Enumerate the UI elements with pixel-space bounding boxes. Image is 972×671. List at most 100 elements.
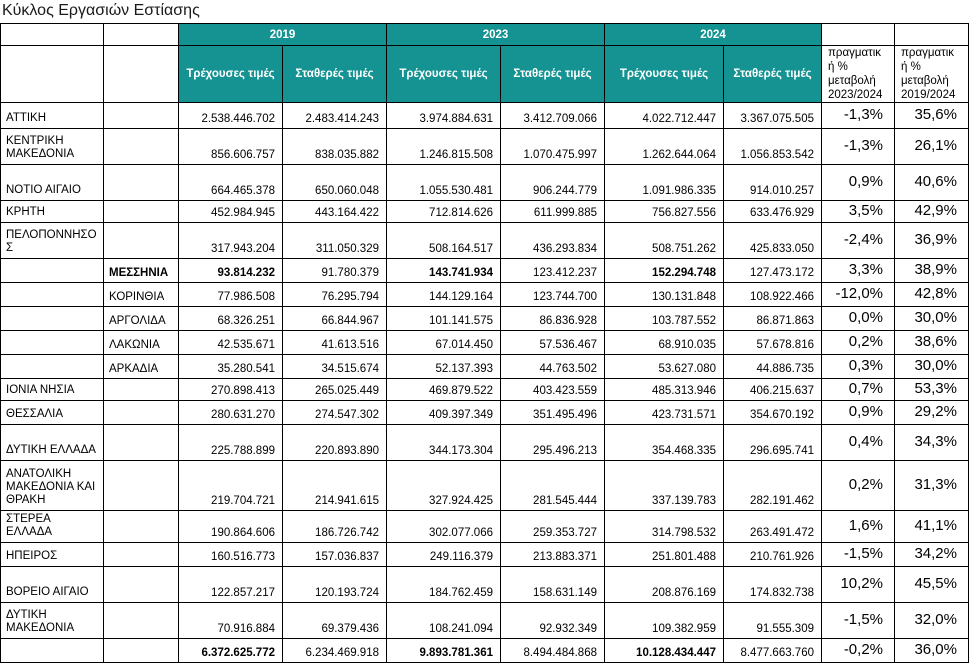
- pct-2019-2024-cell: 42,8%: [894, 282, 969, 307]
- value-2019-constant: 265.025.449: [282, 378, 387, 401]
- region-cell: [0, 282, 104, 307]
- value-2019-constant: 443.164.422: [282, 200, 387, 223]
- value-2024-current: 208.876.169: [604, 566, 724, 603]
- value-2024-current: 485.313.946: [604, 378, 724, 401]
- table-row: ΑΡΓΟΛΙΔΑ 68.326.251 66.844.967 101.141.575 8…: [0, 306, 969, 331]
- value-2024-constant: 282.191.462: [723, 460, 822, 511]
- value-2023-constant: 611.999.885: [500, 200, 605, 223]
- value-2024-current: 314.798.532: [604, 510, 724, 543]
- pct-2023-2024-cell: 3,3%: [821, 258, 895, 283]
- pct-2019-2024-cell: 34,3%: [894, 424, 969, 461]
- value-2019-constant: 650.060.048: [282, 164, 387, 201]
- value-2019-current: 856.606.757: [178, 128, 283, 165]
- value-2023-constant: 44.763.502: [500, 354, 605, 379]
- region-cell: ΔΥΤΙΚΗ ΜΑΚΕΔΟΝΙΑ: [0, 602, 104, 639]
- page-title: Κύκλος Εργασιών Εστίασης: [2, 2, 200, 19]
- value-2019-current: 77.986.508: [178, 282, 283, 307]
- value-2024-constant: 633.476.929: [723, 200, 822, 223]
- header-subrow: Τρέχουσες τιμές Σταθερές τιμές Τρέχουσες…: [0, 45, 969, 103]
- pct-2023-2024-cell: -1,5%: [821, 542, 895, 567]
- subregion-cell: [103, 200, 179, 223]
- header-blank-pct2: [894, 23, 969, 46]
- value-2019-constant: 34.515.674: [282, 354, 387, 379]
- table-row: ΚΟΡΙΝΘΙΑ 77.986.508 76.295.794 144.129.164 1…: [0, 282, 969, 307]
- header-pct-2019-2024: πραγματικ ή % μεταβολή 2019/2024: [894, 45, 969, 103]
- pct-2019-2024-cell: 30,0%: [894, 306, 969, 331]
- subregion-cell: [103, 424, 179, 461]
- pct-2023-2024-cell: 1,6%: [821, 510, 895, 543]
- pct-2023-2024-cell: -1,3%: [821, 102, 895, 129]
- value-2024-current: 354.468.335: [604, 424, 724, 461]
- header-2024-current: Τρέχουσες τιμές: [604, 45, 724, 103]
- value-2024-current: 103.787.552: [604, 306, 724, 331]
- value-2023-current: 302.077.066: [386, 510, 501, 543]
- pct-2019-2024-cell: 36,9%: [894, 222, 969, 259]
- region-cell: ΣΤΕΡΕΑ ΕΛΛΑΔΑ: [0, 510, 104, 543]
- pct-2023-2024-cell: -12,0%: [821, 282, 895, 307]
- value-2023-constant: 57.536.467: [500, 330, 605, 355]
- region-cell: ΠΕΛΟΠΟΝΝΗΣΟ Σ: [0, 222, 104, 259]
- table-row: ΗΠΕΙΡΟΣ 160.516.773 157.036.837 249.116.379…: [0, 542, 969, 567]
- totals-row: 6.372.625.772 6.234.469.918 9.893.781.361 8…: [0, 638, 969, 663]
- value-2019-current: 42.535.671: [178, 330, 283, 355]
- value-2019-constant: 838.035.882: [282, 128, 387, 165]
- turnover-table: 2019 2023 2024 Τρέχουσες τιμές Σταθερές …: [0, 23, 969, 663]
- value-2024-current: 423.731.571: [604, 400, 724, 425]
- value-2023-constant: 158.631.149: [500, 566, 605, 603]
- value-2023-current: 409.397.349: [386, 400, 501, 425]
- pct-2019-2024-cell: 32,0%: [894, 602, 969, 639]
- header-year-row: 2019 2023 2024: [0, 23, 969, 46]
- subregion-cell: [103, 128, 179, 165]
- value-2023-constant: 906.244.779: [500, 164, 605, 201]
- pct-2019-2024-cell: 38,9%: [894, 258, 969, 283]
- value-2023-constant: 436.293.834: [500, 222, 605, 259]
- value-2024-current: 130.131.848: [604, 282, 724, 307]
- pct-2023-2024-cell: 0,9%: [821, 400, 895, 425]
- value-2019-current: 452.984.945: [178, 200, 283, 223]
- value-2024-constant: 210.761.926: [723, 542, 822, 567]
- region-cell: [0, 258, 104, 283]
- value-2023-current: 9.893.781.361: [386, 638, 501, 663]
- value-2019-constant: 66.844.967: [282, 306, 387, 331]
- pct-2019-2024-cell: 34,2%: [894, 542, 969, 567]
- value-2024-current: 10.128.434.447: [604, 638, 724, 663]
- value-2019-current: 93.814.232: [178, 258, 283, 283]
- region-cell: ΚΡΗΤΗ: [0, 200, 104, 223]
- value-2024-constant: 91.555.309: [723, 602, 822, 639]
- pct-2019-2024-cell: 53,3%: [894, 378, 969, 401]
- value-2019-current: 70.916.884: [178, 602, 283, 639]
- header-blank-pct1: [821, 23, 895, 46]
- value-2019-current: 160.516.773: [178, 542, 283, 567]
- subregion-cell: [103, 460, 179, 511]
- value-2024-current: 251.801.488: [604, 542, 724, 567]
- region-cell: ΑΤΤΙΚΗ: [0, 102, 104, 129]
- region-cell: ΗΠΕΙΡΟΣ: [0, 542, 104, 567]
- pct-2019-2024-cell: 41,1%: [894, 510, 969, 543]
- region-cell: [0, 306, 104, 331]
- value-2019-constant: 274.547.302: [282, 400, 387, 425]
- value-2019-constant: 220.893.890: [282, 424, 387, 461]
- value-2023-constant: 403.423.559: [500, 378, 605, 401]
- region-cell: ΚΕΝΤΡΙΚΗ ΜΑΚΕΔΟΝΙΑ: [0, 128, 104, 165]
- table-row: ΚΕΝΤΡΙΚΗ ΜΑΚΕΔΟΝΙΑ 856.606.757 838.035.882…: [0, 128, 969, 165]
- header-blank-subregion2: [103, 45, 179, 103]
- value-2019-constant: 41.613.516: [282, 330, 387, 355]
- value-2019-constant: 69.379.436: [282, 602, 387, 639]
- region-cell: ΒΟΡΕΙΟ ΑΙΓΑΙΟ: [0, 566, 104, 603]
- value-2023-constant: 123.412.237: [500, 258, 605, 283]
- subregion-cell: [103, 542, 179, 567]
- value-2023-current: 143.741.934: [386, 258, 501, 283]
- header-2024-constant: Σταθερές τιμές: [723, 45, 822, 103]
- value-2023-current: 327.924.425: [386, 460, 501, 511]
- table-row: ΚΡΗΤΗ 452.984.945 443.164.422 712.814.626 61…: [0, 200, 969, 223]
- pct-2019-2024-cell: 30,0%: [894, 354, 969, 379]
- pct-2019-2024-cell: 42,9%: [894, 200, 969, 223]
- value-2024-constant: 296.695.741: [723, 424, 822, 461]
- value-2024-constant: 1.056.853.542: [723, 128, 822, 165]
- value-2019-constant: 76.295.794: [282, 282, 387, 307]
- value-2023-current: 67.014.450: [386, 330, 501, 355]
- pct-2019-2024-cell: 31,3%: [894, 460, 969, 511]
- region-cell: ΝΟΤΙΟ ΑΙΓΑΙΟ: [0, 164, 104, 201]
- header-year-2024: 2024: [604, 23, 822, 46]
- value-2024-constant: 127.473.172: [723, 258, 822, 283]
